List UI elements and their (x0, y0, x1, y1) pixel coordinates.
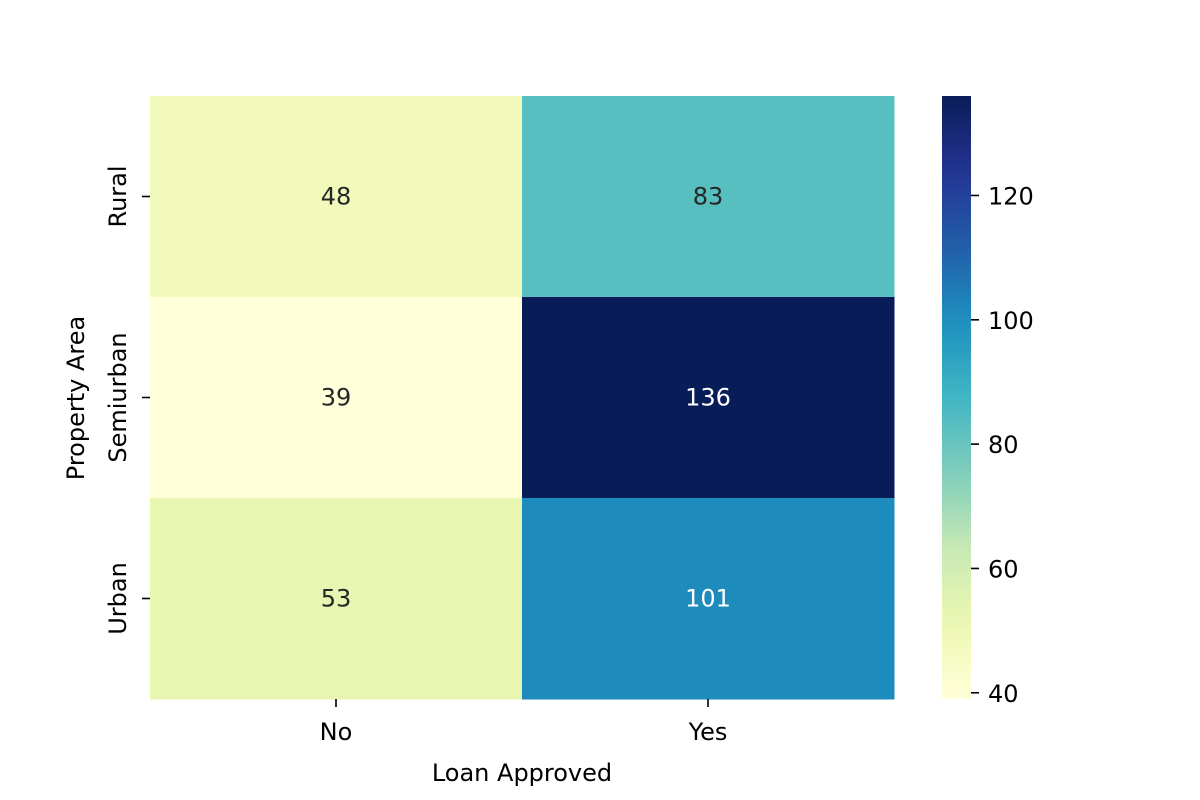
x-tick-label: No (320, 718, 353, 746)
x-axis-ticks: No Yes (320, 699, 728, 746)
heatmap-cell (522, 96, 895, 298)
colorbar (942, 96, 971, 699)
colorbar-tick-label: 100 (988, 307, 1034, 335)
heatmap-cells: 48 83 39 136 53 101 (150, 96, 895, 700)
cell-value-label: 48 (321, 183, 352, 211)
x-tick-label: Yes (688, 718, 728, 746)
heatmap-cell (522, 297, 895, 499)
heatmap-cell (150, 297, 523, 499)
cell-value-label: 83 (693, 183, 724, 211)
colorbar-tick-label: 40 (988, 680, 1019, 708)
y-tick-label: Urban (104, 562, 132, 635)
y-axis-label: Property Area (62, 316, 90, 480)
colorbar-tick-label: 80 (988, 431, 1019, 459)
heatmap-cell (150, 96, 523, 298)
cell-value-label: 136 (685, 384, 731, 412)
cell-value-label: 101 (685, 585, 731, 613)
colorbar-tick-label: 120 (988, 182, 1034, 210)
heatmap-cell (150, 498, 523, 700)
colorbar-tick-label: 60 (988, 555, 1019, 583)
y-axis-ticks: Rural Semiurban Urban (104, 165, 150, 635)
heatmap-cell (522, 498, 895, 700)
y-tick-label: Semiurban (104, 332, 132, 462)
cell-value-label: 39 (321, 384, 352, 412)
colorbar-ticks: 40 60 80 100 120 (971, 182, 1034, 708)
cell-value-label: 53 (321, 585, 352, 613)
x-axis-label: Loan Approved (432, 759, 612, 787)
y-tick-label: Rural (104, 165, 132, 227)
